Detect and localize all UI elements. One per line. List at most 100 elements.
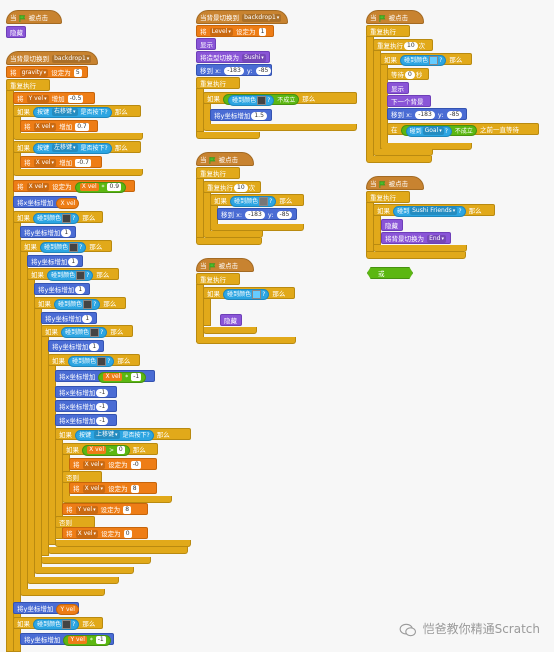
y-amount-input[interactable]: 1 (89, 343, 100, 351)
color-swatch[interactable] (62, 213, 72, 223)
wait-until-block[interactable]: 在 碰到 Goal▾? 不成立 之前一直等待 (387, 123, 539, 137)
show-block[interactable]: 显示 (196, 38, 216, 50)
repeat-block[interactable]: 重复执行 10 次 (203, 181, 261, 193)
change-y-by-block[interactable]: 将y坐标增加 1 (41, 312, 97, 324)
yvel-var-dropdown[interactable]: Y vel▾ (75, 506, 98, 514)
goto-xy-block[interactable]: 移到 x: -183 y: -85 (196, 64, 272, 76)
level-var-dropdown[interactable]: Level▾ (209, 28, 233, 36)
switch-costume-block[interactable]: 将造型切换为 Sushi▾ (196, 51, 270, 63)
yvel-reporter[interactable]: Y vel (56, 603, 79, 615)
color-swatch[interactable] (429, 55, 439, 65)
if-touching-color-block-2[interactable]: 如果 碰到颜色? 那么 (20, 240, 112, 253)
set-value-input[interactable]: 8 (123, 506, 132, 514)
if-touching-color-block-6[interactable]: 如果 碰到颜色? 那么 (48, 354, 140, 367)
y-input[interactable]: -85 (255, 67, 272, 75)
color-swatch[interactable] (69, 242, 79, 252)
xvel-reporter[interactable]: X vel (103, 373, 123, 381)
if-left-key-block[interactable]: 如果 按键 左移键▾ 是否按下? 那么 (13, 141, 141, 154)
next-backdrop-block[interactable]: 下一个背景 (387, 95, 431, 107)
forever-block[interactable]: 重复执行 (366, 25, 410, 37)
forever-block[interactable]: 重复执行 (6, 79, 50, 91)
change-y-by-block[interactable]: 将y坐标增加 1.5 (210, 109, 272, 121)
multiplier-input[interactable]: 0.9 (107, 183, 122, 191)
x-input[interactable]: -183 (245, 211, 265, 219)
change-x-by-block[interactable]: 将x坐标增加 X vel * -1 (55, 370, 155, 383)
multiplier-input[interactable]: -1 (131, 373, 142, 381)
touching-color-sensor[interactable]: 碰到颜色? (230, 195, 277, 207)
set-value-input[interactable]: 0 (123, 530, 132, 538)
gt-operator[interactable]: X vel > 0 (82, 444, 130, 456)
change-y-by-block[interactable]: 将y坐标增加 1 (20, 226, 76, 238)
set-value-input[interactable]: -0 (130, 461, 141, 469)
multiply-operator[interactable]: X vel * -1 (98, 371, 147, 383)
xvel-reporter[interactable]: X vel (56, 197, 80, 209)
hide-block[interactable]: 隐藏 (220, 314, 242, 326)
forever-block[interactable]: 重复执行 (196, 273, 240, 285)
y-amount-input[interactable]: 1 (82, 315, 93, 323)
repeat-count-input[interactable]: 10 (404, 42, 418, 50)
touching-color-sensor[interactable]: 碰到颜色? (223, 288, 270, 300)
color-swatch[interactable] (259, 196, 269, 206)
color-swatch[interactable] (83, 299, 93, 309)
costume-dropdown[interactable]: Sushi▾ (242, 54, 266, 62)
y-input[interactable]: -85 (276, 211, 293, 219)
change-y-by-block[interactable]: 将y坐标增加 Y vel * -1 (20, 633, 114, 646)
when-flag-clicked-hat[interactable]: 当 被点击 (196, 152, 254, 166)
set-xvel-block[interactable]: 将 X vel▾ 设定为 8 (69, 482, 157, 494)
repeat-count-input[interactable]: 10 (234, 184, 248, 192)
when-backdrop-switches-hat[interactable]: 当背景切换到 backdrop1▾ (6, 51, 98, 65)
show-block[interactable]: 显示 (387, 82, 409, 94)
xvel-var-dropdown[interactable]: X vel▾ (75, 530, 99, 538)
change-value-input[interactable]: -0.7 (75, 159, 91, 167)
forever-block[interactable]: 重复执行 (196, 167, 240, 179)
touching-color-sensor[interactable]: 碰到颜色? (54, 298, 101, 310)
if-touching-color-block[interactable]: 如果 碰到颜色? 那么 (203, 287, 295, 300)
backdrop-dropdown[interactable]: backdrop1▾ (242, 14, 282, 22)
when-flag-clicked-hat[interactable]: 当 被点击 (366, 176, 424, 190)
wait-block[interactable]: 等待 0 秒 (387, 68, 429, 80)
xvel-reporter[interactable]: X vel (79, 183, 99, 191)
sprite-dropdown[interactable]: Sushi Friends▾ (410, 207, 458, 215)
change-y-by-block[interactable]: 将y坐标增加 1 (27, 255, 83, 267)
not-operator[interactable]: 碰到颜色? 不成立 (223, 93, 300, 106)
gravity-value-input[interactable]: 5 (73, 69, 82, 77)
if-touching-block[interactable]: 如果 碰到 Sushi Friends▾? 那么 (373, 204, 495, 217)
y-input[interactable]: -85 (446, 111, 463, 119)
color-swatch[interactable] (76, 270, 86, 280)
if-touching-color-block[interactable]: 如果 碰到颜色? 那么 (210, 194, 304, 207)
color-swatch[interactable] (62, 619, 72, 629)
if-xvel-gt-block[interactable]: 如果 X vel > 0 那么 (62, 443, 158, 456)
multiplier-input[interactable]: -1 (95, 636, 106, 644)
touching-color-sensor[interactable]: 碰到颜色? (400, 54, 447, 66)
goto-xy-block[interactable]: 移到 x: -183 y: -85 (387, 108, 467, 120)
key-dropdown[interactable]: 右移键▾ (52, 108, 78, 116)
multiply-operator[interactable]: X vel * 0.9 (74, 181, 127, 193)
if-right-key-block[interactable]: 如果 按键 右移键▾ 是否按下? 那么 (13, 105, 141, 118)
change-yvel-block[interactable]: 将 Y vel▾ 增加 -0.5 (13, 92, 95, 104)
xvel-var-dropdown[interactable]: X vel▾ (82, 461, 106, 469)
repeat-block[interactable]: 重复执行 10 次 (373, 39, 433, 51)
yvel-reporter[interactable]: Y vel (68, 636, 87, 644)
change-value-input[interactable]: 0.7 (75, 123, 89, 131)
when-flag-clicked-hat[interactable]: 当 被点击 (366, 10, 424, 24)
touching-sensor[interactable]: 碰到 Goal▾? (405, 125, 452, 137)
change-xvel-block[interactable]: 将 X vel▾ 增加 0.7 (20, 120, 98, 132)
hide-block[interactable]: 隐藏 (6, 26, 26, 38)
change-xvel-block[interactable]: 将 X vel▾ 增加 -0.7 (20, 156, 102, 168)
if-up-key-block[interactable]: 如果 按键 上移键▾ 是否按下? 那么 (55, 428, 191, 441)
change-value-input[interactable]: -0.5 (67, 95, 84, 103)
set-yvel-block[interactable]: 将 Y vel▾ 设定为 8 (62, 503, 148, 515)
backdrop-dropdown[interactable]: End▾ (427, 235, 446, 243)
set-xvel-block[interactable]: 将 X vel▾ 设定为 0 (62, 527, 148, 539)
touching-color-sensor[interactable]: 碰到颜色? (40, 241, 87, 253)
when-backdrop-switches-hat[interactable]: 当背景切换到 backdrop1▾ (196, 10, 288, 24)
y-amount-input[interactable]: 1.5 (251, 112, 267, 120)
y-amount-input[interactable]: 1 (75, 286, 86, 294)
wait-secs-input[interactable]: 0 (405, 71, 415, 79)
color-swatch[interactable] (257, 95, 267, 105)
key-pressed-sensor[interactable]: 按键 左移键▾ 是否按下? (33, 142, 112, 154)
x-input[interactable]: -183 (224, 67, 244, 75)
change-y-by-block[interactable]: 将y坐标增加 1 (34, 283, 90, 295)
x-input[interactable]: -183 (415, 111, 435, 119)
touching-color-sensor[interactable]: 碰到颜色? (47, 269, 94, 281)
